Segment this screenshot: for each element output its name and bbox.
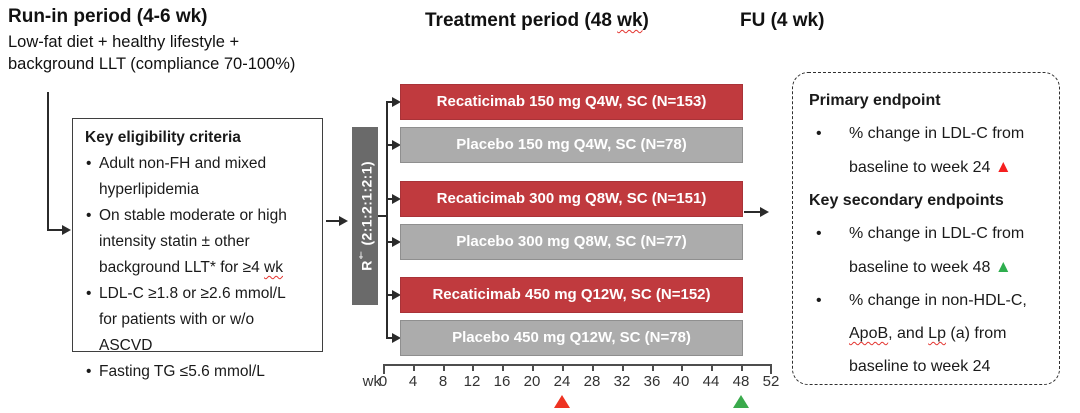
arm-branch-line (386, 144, 394, 146)
arm-branch-arrowhead-icon (392, 333, 401, 343)
week-tick (711, 364, 713, 371)
runin-flow-arrowhead-icon (62, 225, 71, 235)
endpoint-item-text: (a) from baseline to week 24 (849, 325, 1007, 375)
red-triangle-icon: ▲ (994, 157, 1012, 176)
week24-red-triangle-icon (554, 395, 570, 408)
arm-bar-recaticimab-450: Recaticimab 450 mg Q12W, SC (N=152) (400, 277, 743, 313)
key-secondary-endpoints-heading: Key secondary endpoints (809, 192, 1004, 209)
arm-branch-line (386, 101, 394, 103)
endpoint-item: % change in LDL-C from baseline to week … (809, 217, 1054, 284)
secondary-endpoint-list: % change in LDL-C from baseline to week … (809, 217, 1047, 383)
week-tick (652, 364, 654, 371)
week-tick (413, 364, 415, 371)
endpoint-item: % change in non-HDL-C, ApoB, and Lp (a) … (809, 284, 1054, 383)
week-tick-label: 8 (438, 373, 448, 390)
arm-bar-placebo-450: Placebo 450 mg Q12W, SC (N=78) (400, 320, 743, 356)
week-tick-label: 36 (643, 373, 661, 390)
arm-branch-arrowhead-icon (392, 97, 401, 107)
arm-branch-arrowhead-icon (392, 194, 401, 204)
endpoint-item-text: % change in non-HDL-C, (849, 292, 1027, 309)
runin-period-title: Run-in period (4-6 wk) (8, 6, 208, 27)
week-tick-label: 52 (762, 373, 780, 390)
primary-endpoint-heading: Primary endpoint (809, 92, 941, 109)
week-axis-line (383, 364, 772, 366)
treatment-title-close: ) (642, 10, 649, 31)
arm-branch-arrowhead-icon (392, 140, 401, 150)
week-tick-label: 16 (493, 373, 511, 390)
endpoints-panel: Primary endpoint % change in LDL-C from … (792, 72, 1060, 385)
week-tick (681, 364, 683, 371)
followup-title: FU (4 wk) (740, 10, 825, 31)
endpoint-item: % change in LDL-C from baseline to week … (809, 117, 1054, 184)
criteria-item-wavy-text: wk (264, 259, 283, 276)
week-tick-label: 32 (613, 373, 631, 390)
week-tick (532, 364, 534, 371)
week-tick-label: 40 (672, 373, 690, 390)
week-tick-label: 4 (408, 373, 418, 390)
week-tick (502, 364, 504, 371)
arm-bar-recaticimab-150: Recaticimab 150 mg Q4W, SC (N=153) (400, 84, 743, 120)
eligibility-criteria-title: Key eligibility criteria (85, 129, 241, 146)
arm-branch-line (386, 294, 394, 296)
criteria-item: On stable moderate or high intensity sta… (85, 203, 307, 281)
eligibility-criteria-box: Key eligibility criteria Adult non-FH an… (72, 118, 323, 385)
arm-branch-line (386, 198, 394, 200)
endpoint-item-wavy-text: ApoB (849, 325, 889, 342)
week-axis-end-tick (770, 364, 772, 374)
endpoints-arrow-line (744, 211, 761, 213)
randomization-label-dagger: † (355, 249, 366, 261)
week-tick (741, 364, 743, 371)
treatment-title-text: Treatment period (48 (425, 10, 618, 31)
arm-bar-placebo-300: Placebo 300 mg Q8W, SC (N=77) (400, 224, 743, 260)
arm-branch-arrowhead-icon (392, 290, 401, 300)
treatment-period-title: Treatment period (48 wk) (425, 10, 649, 32)
primary-endpoint-list: % change in LDL-C from baseline to week … (809, 117, 1047, 184)
arm-bar-placebo-150: Placebo 150 mg Q4W, SC (N=78) (400, 127, 743, 163)
criteria-item: Fasting TG ≤5.6 mmol/L (85, 359, 307, 385)
arm-branch-arrowhead-icon (392, 237, 401, 247)
branch-connector (378, 215, 387, 217)
arm-branch-line (386, 337, 394, 339)
criteria-item: Adult non-FH and mixed hyperlipidemia (85, 151, 307, 203)
eligibility-criteria-list: Adult non-FH and mixed hyperlipidemia On… (85, 151, 307, 385)
week-tick (622, 364, 624, 371)
randomization-label-ratio: (2:1:2:1:2:1) (358, 161, 375, 250)
branch-spine (386, 101, 388, 339)
week-tick-label: 48 (732, 373, 750, 390)
week-axis-end-tick (383, 364, 385, 374)
treatment-title-wavy-text: wk (617, 10, 643, 31)
runin-flow-arrow-horizontal (47, 229, 63, 231)
week-tick (472, 364, 474, 371)
criteria-item-text: On stable moderate or high intensity sta… (99, 207, 287, 276)
endpoints-arrowhead-icon (760, 207, 769, 217)
endpoint-item-text: % change in LDL-C from baseline to week … (849, 125, 1025, 176)
arm-bar-recaticimab-300: Recaticimab 300 mg Q8W, SC (N=151) (400, 181, 743, 217)
endpoint-item-wavy-text: Lp (928, 325, 946, 342)
week-tick (592, 364, 594, 371)
arm-branch-line (386, 241, 394, 243)
week48-green-triangle-icon (733, 395, 749, 408)
criteria-item: LDL-C ≥1.8 or ≥2.6 mmol/L for patients w… (85, 281, 307, 359)
week-tick (562, 364, 564, 371)
randomization-label-r: R (358, 260, 375, 271)
randomization-bar: R† (2:1:2:1:2:1) (352, 127, 378, 305)
runin-period-subtitle: Low-fat diet + healthy lifestyle + backg… (8, 33, 296, 73)
endpoint-item-text: , and (888, 325, 929, 342)
week-tick-label: 28 (583, 373, 601, 390)
week-tick-label: 0 (378, 373, 388, 390)
randomization-arrowhead-icon (339, 216, 348, 226)
week-tick-label: 12 (463, 373, 481, 390)
endpoint-item-text: % change in LDL-C from baseline to week … (849, 225, 1025, 276)
week-tick (443, 364, 445, 371)
runin-flow-arrow-vertical (47, 92, 49, 231)
green-triangle-icon: ▲ (994, 257, 1012, 276)
week-tick-label: 20 (523, 373, 541, 390)
randomization-label: R† (2:1:2:1:2:1) (356, 161, 375, 271)
week-axis-unit: wk (362, 373, 381, 390)
week-tick-label: 24 (553, 373, 571, 390)
week-tick-label: 44 (702, 373, 720, 390)
randomization-arrow-line (326, 220, 340, 222)
